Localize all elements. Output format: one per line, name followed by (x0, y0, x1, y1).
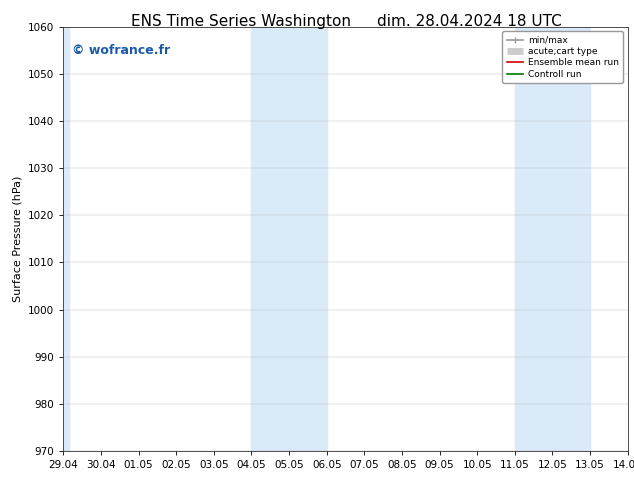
Y-axis label: Surface Pressure (hPa): Surface Pressure (hPa) (13, 176, 23, 302)
Text: © wofrance.fr: © wofrance.fr (72, 44, 170, 57)
Text: dim. 28.04.2024 18 UTC: dim. 28.04.2024 18 UTC (377, 14, 562, 29)
Bar (63, 27, 69, 451)
Bar (252, 27, 327, 451)
Legend: min/max, acute;cart type, Ensemble mean run, Controll run: min/max, acute;cart type, Ensemble mean … (502, 31, 623, 83)
Text: ENS Time Series Washington: ENS Time Series Washington (131, 14, 351, 29)
Bar (515, 27, 590, 451)
